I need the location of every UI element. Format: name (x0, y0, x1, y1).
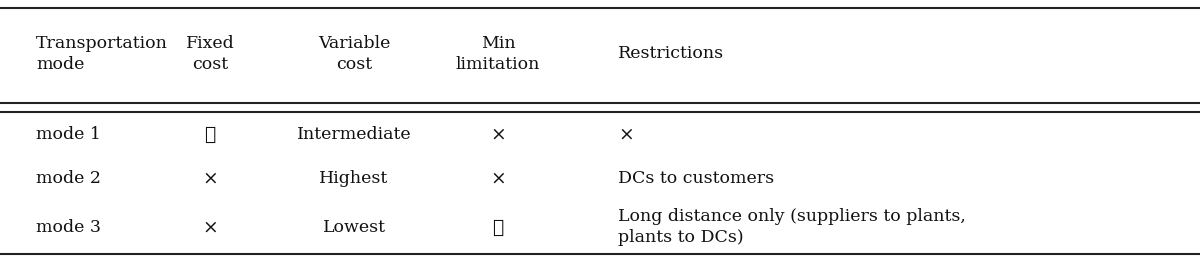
Text: ×: × (490, 126, 506, 144)
Text: Variable
cost: Variable cost (318, 35, 390, 73)
Text: Restrictions: Restrictions (618, 45, 724, 62)
Text: Transportation
mode: Transportation mode (36, 35, 168, 73)
Text: mode 3: mode 3 (36, 219, 101, 236)
Text: Intermediate: Intermediate (296, 126, 412, 143)
Text: Fixed
cost: Fixed cost (186, 35, 234, 73)
Text: mode 2: mode 2 (36, 170, 101, 187)
Text: ×: × (202, 218, 218, 236)
Text: Highest: Highest (319, 170, 389, 187)
Text: ×: × (202, 170, 218, 188)
Text: ✓: ✓ (204, 126, 216, 144)
Text: ×: × (618, 126, 634, 144)
Text: ✓: ✓ (492, 218, 504, 236)
Text: Long distance only (suppliers to plants,
plants to DCs): Long distance only (suppliers to plants,… (618, 208, 966, 246)
Text: mode 1: mode 1 (36, 126, 101, 143)
Text: DCs to customers: DCs to customers (618, 170, 774, 187)
Text: ×: × (490, 170, 506, 188)
Text: Lowest: Lowest (323, 219, 385, 236)
Text: Min
limitation: Min limitation (456, 35, 540, 73)
